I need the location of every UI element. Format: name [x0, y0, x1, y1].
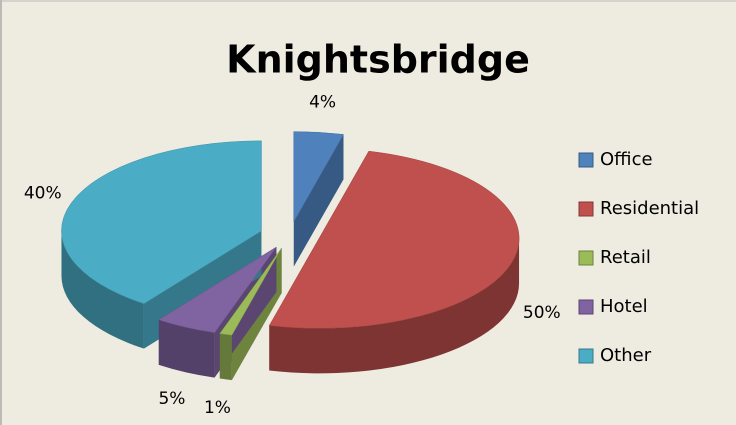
legend-swatch	[578, 152, 594, 168]
slice	[219, 247, 282, 336]
data-label: 5%	[158, 389, 185, 409]
chart-title: Knightsbridge	[226, 38, 530, 82]
legend-swatch	[578, 348, 594, 364]
legend-swatch	[578, 299, 594, 315]
legend-label: Hotel	[600, 296, 648, 317]
data-label: 1%	[204, 398, 231, 418]
slice	[61, 140, 262, 304]
slice	[158, 246, 277, 333]
slice-side	[269, 238, 520, 374]
slice-edge	[293, 134, 344, 267]
data-label: 50%	[523, 303, 561, 323]
slice	[268, 150, 520, 329]
legend-swatch	[578, 250, 594, 266]
legend-label: Office	[600, 149, 653, 170]
legend-swatch	[578, 201, 594, 217]
data-label: 40%	[24, 184, 62, 204]
legend-label: Retail	[600, 247, 651, 268]
data-label: 4%	[309, 93, 336, 113]
slice-side	[158, 319, 215, 378]
legend-label: Other	[600, 345, 652, 366]
legend-label: Residential	[600, 198, 699, 219]
slice-side	[219, 333, 232, 381]
slice-side	[61, 230, 144, 349]
slice	[293, 131, 344, 223]
